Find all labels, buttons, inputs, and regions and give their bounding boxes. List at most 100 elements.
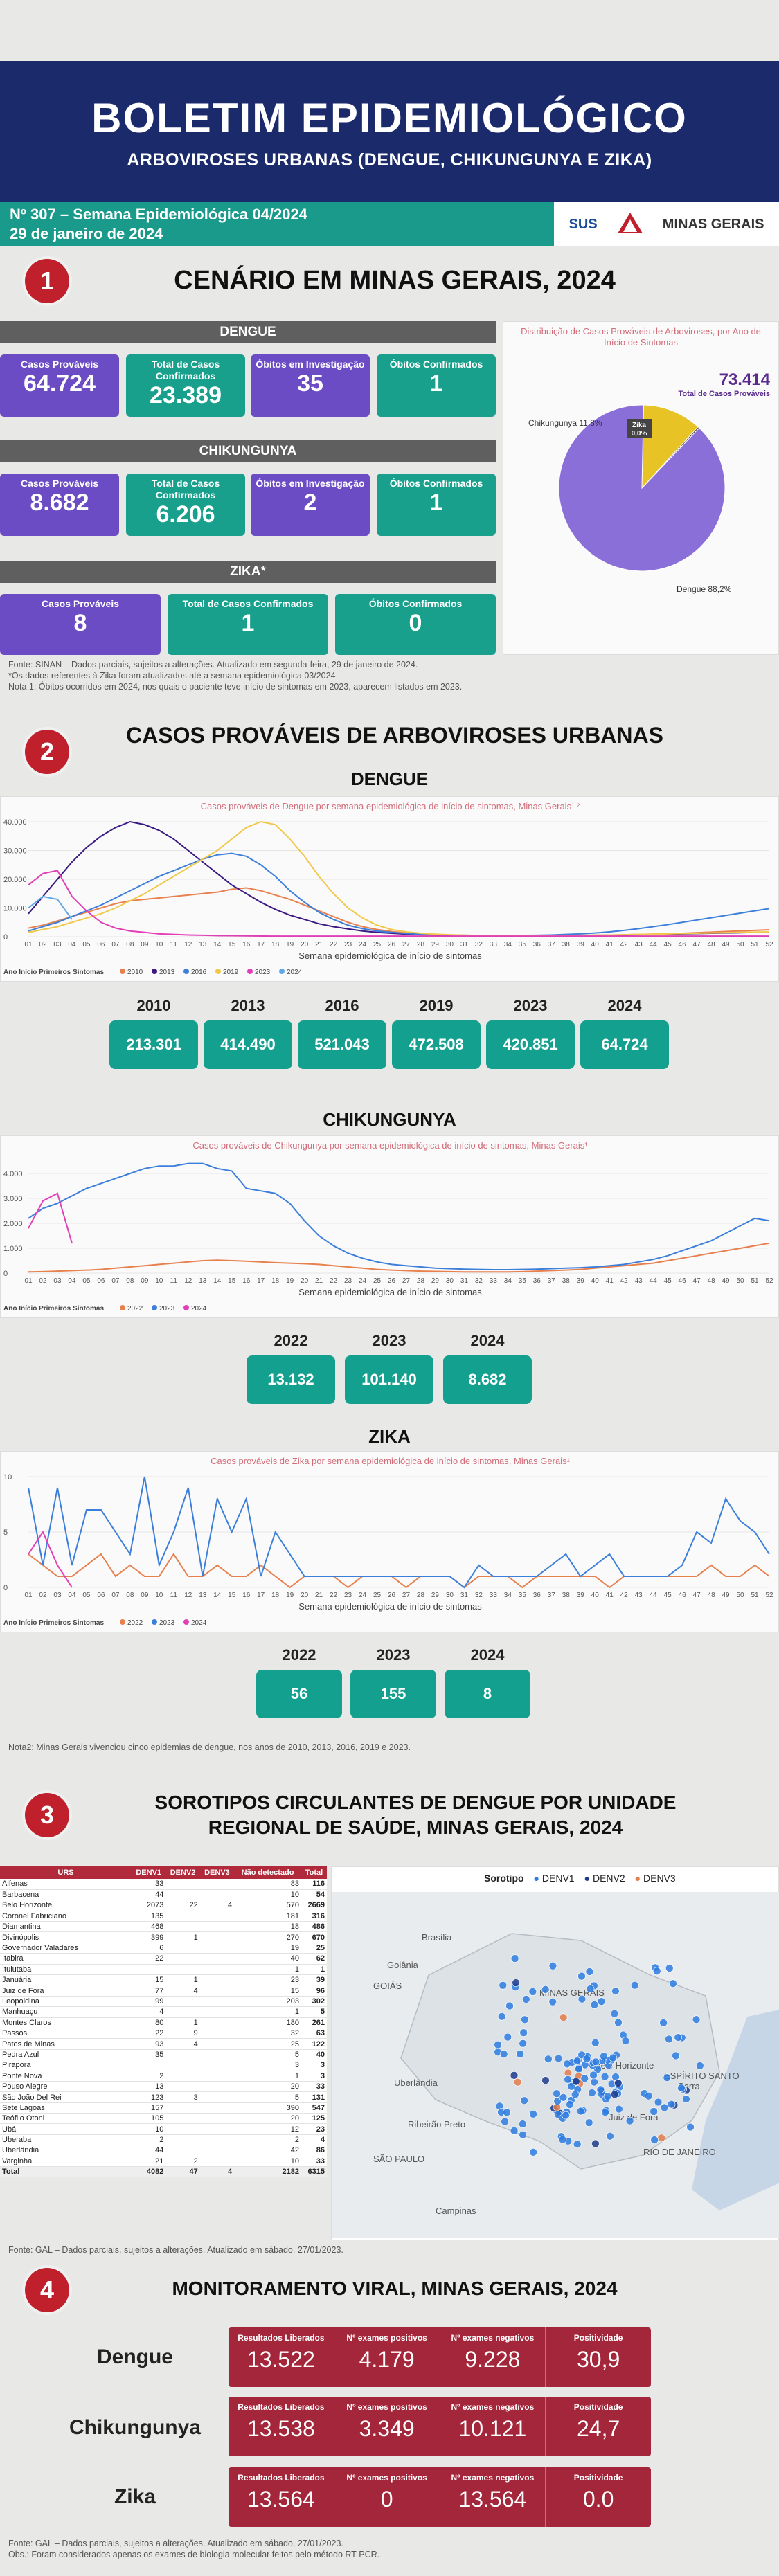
x-tick-label: 33 (490, 1592, 498, 1599)
section-1-number: 1 (25, 259, 69, 303)
map-point (665, 2035, 673, 2044)
x-tick-label: 17 (257, 1592, 265, 1599)
legend-denv1: ● DENV1 (533, 1873, 575, 1884)
map-point (564, 2075, 572, 2084)
x-tick-label: 06 (97, 941, 105, 948)
x-tick-label: 45 (664, 941, 672, 948)
report-title: BOLETIM EPIDEMIOLÓGICO (91, 95, 688, 141)
x-tick-label: 21 (315, 941, 323, 948)
x-tick-label: 47 (693, 941, 701, 948)
chik-card-deaths-confirmed: Óbitos Confirmados 1 (377, 474, 496, 536)
table-row: São João Del Rei 123 3 5 131 (0, 2091, 327, 2103)
map-point (606, 2132, 614, 2141)
monit-row-chik: Resultados Liberados 13.538 Nº exames pos… (229, 2397, 651, 2456)
x-tick-label: 30 (446, 1592, 454, 1599)
x-tick-label: 28 (417, 941, 425, 948)
x-tick-label: 36 (533, 941, 541, 948)
x-tick-label: 33 (490, 1277, 498, 1285)
x-tick-label: 28 (417, 1592, 425, 1599)
x-tick-label: 25 (373, 941, 382, 948)
section-4-title: MONITORAMENTO VIRAL, MINAS GERAIS, 2024 (172, 2278, 618, 2299)
map-label: ESPÍRITO SANTO (664, 2071, 740, 2081)
x-tick-label: 13 (199, 1277, 207, 1285)
table-row: Diamantina 468 18 486 (0, 1921, 327, 1933)
x-tick-label: 51 (751, 1277, 759, 1285)
x-tick-label: 08 (126, 941, 134, 948)
map-point (577, 1972, 586, 1981)
map-label: Goiânia (387, 1960, 419, 1970)
map-point (682, 2095, 690, 2103)
map-label: Brasília (422, 1932, 452, 1943)
x-tick-label: 11 (170, 941, 178, 948)
table-row: Coronel Fabriciano 135 181 316 (0, 1911, 327, 1922)
map-point (544, 2055, 553, 2064)
x-tick-label: 21 (315, 1277, 323, 1285)
x-tick-label: 17 (257, 941, 265, 948)
x-tick-label: 20 (301, 1592, 309, 1599)
x-tick-label: 21 (315, 1592, 323, 1599)
x-tick-label: 01 (24, 941, 33, 948)
x-tick-label: 46 (679, 1592, 687, 1599)
x-tick-label: 35 (519, 1592, 527, 1599)
x-tick-label: 52 (765, 1277, 773, 1285)
x-tick-label: 46 (679, 941, 687, 948)
map-point (505, 2001, 514, 2010)
x-tick-label: 05 (82, 1277, 91, 1285)
x-tick-label: 42 (620, 941, 629, 948)
legend-marker-2019 (215, 969, 221, 974)
zika-year-list: 2022 56 2023 155 2024 8 (256, 1646, 530, 1718)
pie-chart-panel: Distribuição de Casos Prováveis de Arbov… (503, 321, 779, 655)
x-axis-title: Semana epidemiológica de início de sinto… (298, 1287, 482, 1297)
x-tick-label: 45 (664, 1592, 672, 1599)
x-tick-label: 13 (199, 1592, 207, 1599)
map-point (521, 2015, 529, 2024)
chik-year-list: 2022 13.132 2023 101.140 2024 8.682 (247, 1332, 532, 1404)
x-tick-label: 20 (301, 941, 309, 948)
x-tick-label: 52 (765, 941, 773, 948)
table-row: Juiz de Fora 77 4 15 96 (0, 1985, 327, 1997)
x-tick-label: 10 (155, 941, 163, 948)
table-row: Januária 15 1 23 39 (0, 1974, 327, 1986)
legend-label-2019: 2019 (223, 969, 239, 976)
section-3-note: Fonte: GAL – Dados parciais, sujeitos a … (8, 2245, 343, 2255)
legend-marker-2024 (183, 1305, 189, 1310)
map-point (630, 1981, 639, 1990)
x-tick-label: 37 (548, 1592, 556, 1599)
map-point (573, 2057, 582, 2065)
y-tick-label: 3.000 (3, 1195, 23, 1203)
table-row: Ubá 10 12 23 (0, 2123, 327, 2135)
dengue-year-2010: 2010 213.301 (109, 997, 198, 1069)
series-line-2023 (28, 870, 769, 937)
x-tick-label: 36 (533, 1592, 541, 1599)
x-tick-label: 03 (53, 1592, 62, 1599)
map-point (512, 1979, 520, 1987)
map-point (591, 2057, 600, 2066)
x-tick-label: 19 (286, 941, 294, 948)
section-2-title: CASOS PROVÁVEIS DE ARBOVIROSES URBANAS (126, 723, 663, 748)
pie-slice-dengue (558, 404, 726, 572)
y-tick-label: 0 (3, 1584, 8, 1592)
map-point (657, 2134, 665, 2143)
pie-label-zika-box (627, 419, 652, 438)
table-total-row: Total 4082 47 4 2182 6315 (0, 2166, 327, 2178)
x-tick-label: 24 (359, 1592, 367, 1599)
dengue-bar-title: DENGUE (0, 321, 496, 343)
x-tick-label: 50 (736, 941, 744, 948)
series-line-2010 (28, 887, 770, 937)
map-point (528, 1988, 537, 1996)
map-point (625, 2116, 634, 2125)
map-point (572, 2077, 580, 2086)
x-tick-label: 38 (562, 1592, 571, 1599)
x-tick-label: 44 (650, 1592, 658, 1599)
x-tick-label: 23 (344, 1277, 352, 1285)
x-tick-label: 49 (722, 1592, 730, 1599)
dengue-card-confirmed: Total de Casos Confirmados 23.389 (126, 354, 245, 417)
map-point (615, 2105, 623, 2114)
x-tick-label: 19 (286, 1277, 294, 1285)
y-tick-label: 10.000 (3, 905, 27, 913)
x-tick-label: 09 (141, 941, 149, 948)
map-point (584, 2118, 593, 2127)
map-point (610, 2009, 619, 2018)
pie-label-dengue: Dengue 88,2% (677, 584, 732, 594)
